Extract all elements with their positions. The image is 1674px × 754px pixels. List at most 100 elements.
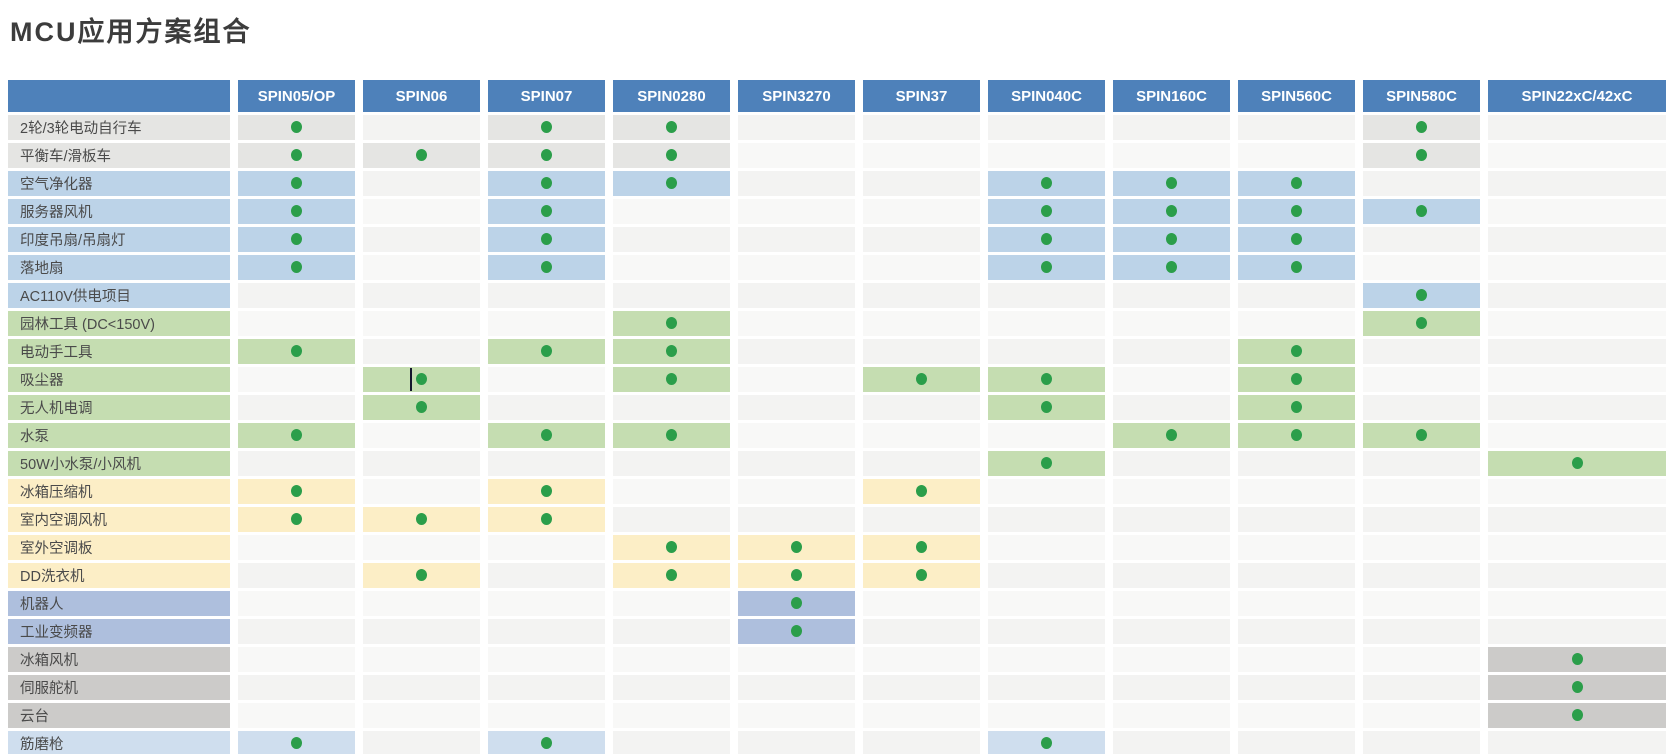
matrix-cell	[738, 479, 855, 504]
table-row: 机器人	[8, 591, 1666, 616]
matrix-cell	[488, 395, 605, 420]
matrix-cell	[1113, 451, 1230, 476]
matrix-cell	[363, 339, 480, 364]
matrix-cell	[1363, 703, 1480, 728]
matrix-cell	[988, 227, 1105, 252]
support-dot-icon	[541, 513, 552, 526]
table-row: 空气净化器	[8, 171, 1666, 196]
matrix-cell	[363, 647, 480, 672]
matrix-cell	[1363, 423, 1480, 448]
column-header: SPIN0280	[613, 80, 730, 112]
matrix-cell	[738, 731, 855, 754]
matrix-cell	[863, 423, 980, 448]
matrix-cell	[238, 115, 355, 140]
matrix-cell	[1113, 143, 1230, 168]
support-dot-icon	[416, 401, 427, 414]
table-row: 服务器风机	[8, 199, 1666, 224]
matrix-cell	[863, 255, 980, 280]
matrix-cell	[988, 479, 1105, 504]
matrix-cell	[863, 227, 980, 252]
row-label: AC110V供电项目	[8, 283, 230, 308]
matrix-cell	[1113, 731, 1230, 754]
support-dot-icon	[291, 513, 302, 526]
table-row: 2轮/3轮电动自行车	[8, 115, 1666, 140]
support-dot-icon	[416, 513, 427, 526]
matrix-cell	[488, 227, 605, 252]
support-dot-icon	[1166, 261, 1177, 274]
matrix-cell	[1238, 619, 1355, 644]
support-dot-icon	[1041, 233, 1052, 246]
matrix-cell	[1488, 423, 1666, 448]
matrix-cell	[738, 451, 855, 476]
matrix-cell	[363, 143, 480, 168]
matrix-cell	[238, 647, 355, 672]
matrix-cell	[863, 703, 980, 728]
matrix-cell	[363, 535, 480, 560]
table-row: 室外空调板	[8, 535, 1666, 560]
table-row: 云台	[8, 703, 1666, 728]
matrix-cell	[1488, 479, 1666, 504]
matrix-cell	[613, 115, 730, 140]
matrix-cell	[1488, 367, 1666, 392]
support-dot-icon	[666, 429, 677, 442]
matrix-cell	[1363, 479, 1480, 504]
matrix-cell	[863, 171, 980, 196]
matrix-cell	[1363, 647, 1480, 672]
matrix-cell	[238, 423, 355, 448]
matrix-cell	[1113, 563, 1230, 588]
matrix-cell	[488, 731, 605, 754]
table-row: 无人机电调	[8, 395, 1666, 420]
row-label: 冰箱压缩机	[8, 479, 230, 504]
matrix-cell	[1113, 171, 1230, 196]
support-dot-icon	[666, 373, 677, 386]
support-dot-icon	[416, 149, 427, 162]
support-dot-icon	[1166, 429, 1177, 442]
matrix-cell	[613, 423, 730, 448]
matrix-cell	[1238, 731, 1355, 754]
matrix-cell	[488, 171, 605, 196]
matrix-cell	[1113, 227, 1230, 252]
support-dot-icon	[541, 345, 552, 358]
column-header: SPIN580C	[1363, 80, 1480, 112]
support-dot-icon	[416, 373, 427, 386]
matrix-cell	[613, 591, 730, 616]
support-dot-icon	[1041, 457, 1052, 470]
matrix-cell	[1238, 283, 1355, 308]
matrix-cell	[1363, 591, 1480, 616]
matrix-cell	[1363, 227, 1480, 252]
matrix-cell	[1363, 535, 1480, 560]
matrix-cell	[238, 395, 355, 420]
matrix-cell	[1113, 199, 1230, 224]
matrix-cell	[988, 731, 1105, 754]
support-dot-icon	[291, 149, 302, 162]
column-header: SPIN160C	[1113, 80, 1230, 112]
matrix-cell	[1238, 171, 1355, 196]
matrix-cell	[863, 367, 980, 392]
matrix-cell	[613, 255, 730, 280]
matrix-cell	[238, 479, 355, 504]
matrix-cell	[738, 675, 855, 700]
matrix-cell	[738, 563, 855, 588]
matrix-cell	[988, 311, 1105, 336]
matrix-cell	[1488, 507, 1666, 532]
matrix-cell	[613, 283, 730, 308]
table-row: 电动手工具	[8, 339, 1666, 364]
matrix-cell	[488, 535, 605, 560]
matrix-cell	[613, 143, 730, 168]
matrix-cell	[738, 227, 855, 252]
column-header: SPIN07	[488, 80, 605, 112]
matrix-cell	[863, 731, 980, 754]
matrix-cell	[1488, 703, 1666, 728]
matrix-cell	[988, 255, 1105, 280]
matrix-cell	[988, 619, 1105, 644]
matrix-cell	[238, 283, 355, 308]
matrix-cell	[613, 507, 730, 532]
matrix-cell	[1238, 451, 1355, 476]
support-dot-icon	[1041, 737, 1052, 750]
row-label: 机器人	[8, 591, 230, 616]
matrix-cell	[1363, 311, 1480, 336]
support-dot-icon	[1166, 233, 1177, 246]
matrix-cell	[1238, 311, 1355, 336]
column-header: SPIN3270	[738, 80, 855, 112]
matrix-cell	[613, 703, 730, 728]
